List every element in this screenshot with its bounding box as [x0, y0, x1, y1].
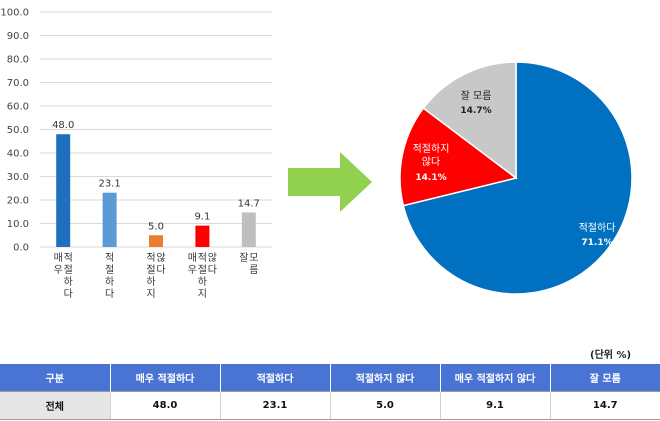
x-tick-label: 적 절 하 지않 다 [146, 252, 165, 300]
pie-slice [422, 61, 517, 180]
x-tick-label: 매 우적 절 하 다 [54, 252, 73, 300]
table-header-cell: 매우 적절하다 [110, 364, 221, 392]
y-tick-label: 50.0 [7, 125, 29, 136]
bar [56, 134, 71, 247]
y-tick-label: 20.0 [7, 196, 29, 207]
table-cell: 23.1 [220, 391, 331, 420]
pie-category-label: 적절하다 [579, 221, 616, 234]
y-tick-label: 80.0 [7, 55, 29, 66]
bar [195, 225, 210, 247]
table-header-cell: 구분 [0, 364, 111, 392]
data-label: 14.7 [238, 198, 260, 209]
pie-data-label: 71.1% [581, 238, 612, 248]
pie-data-label: 14.7% [460, 106, 491, 116]
y-tick-label: 90.0 [7, 31, 29, 42]
data-label: 48.0 [52, 120, 74, 131]
bar [149, 235, 163, 247]
y-tick-label: 70.0 [7, 78, 29, 89]
unit-note: (단위 %) [590, 350, 632, 361]
x-tick-label: 잘모 름 [239, 252, 258, 276]
y-tick-label: 0.0 [13, 243, 29, 254]
pie-data-label: 14.1% [415, 173, 446, 183]
bar-chart: 0.0 10.0 20.0 30.0 40.0 50.0 60.0 70.0 80.0 90.0 1… [0, 8, 272, 300]
table-cell: 48.0 [110, 391, 221, 420]
data-label: 5.0 [148, 221, 164, 232]
bar [102, 192, 117, 247]
table-cell: 14.7 [550, 391, 660, 420]
table-row: 전체 48.0 23.1 5.0 9.1 14.7 [0, 391, 660, 420]
y-tick-label: 30.0 [7, 172, 29, 183]
pie-category-label: 적절하지 않다 [413, 142, 450, 168]
data-label: 9.1 [194, 212, 210, 223]
table-header-row: 구분 매우 적절하다 적절하다 적절하지 않다 매우 적절하지 않다 잘 모름 [0, 364, 660, 392]
x-tick-label: 매 우적 절 하 지않 다 [188, 252, 217, 300]
table-cell: 5.0 [330, 391, 441, 420]
y-tick-label: 40.0 [7, 149, 29, 160]
pie-chart: 적절하다 71.1% 적절하지 않다 14.1% 잘 모름 14.7% [399, 61, 633, 295]
summary-table: 구분 매우 적절하다 적절하다 적절하지 않다 매우 적절하지 않다 잘 모름 … [0, 364, 660, 420]
data-label: 23.1 [98, 179, 120, 190]
table-header-cell: 적절하다 [220, 364, 331, 392]
table-cell: 9.1 [440, 391, 551, 420]
y-tick-label: 60.0 [7, 102, 29, 113]
bar [241, 212, 256, 247]
y-tick-label: 10.0 [7, 219, 29, 230]
table-header-cell: 적절하지 않다 [330, 364, 441, 392]
pie-category-label: 잘 모름 [461, 90, 492, 102]
pie-slice [399, 107, 518, 207]
pie-slice [402, 61, 633, 295]
y-tick-label: 100.0 [0, 8, 29, 19]
table-header-cell: 잘 모름 [550, 364, 660, 392]
table-header-cell: 매우 적절하지 않다 [440, 364, 551, 392]
table-row-label: 전체 [0, 391, 111, 420]
